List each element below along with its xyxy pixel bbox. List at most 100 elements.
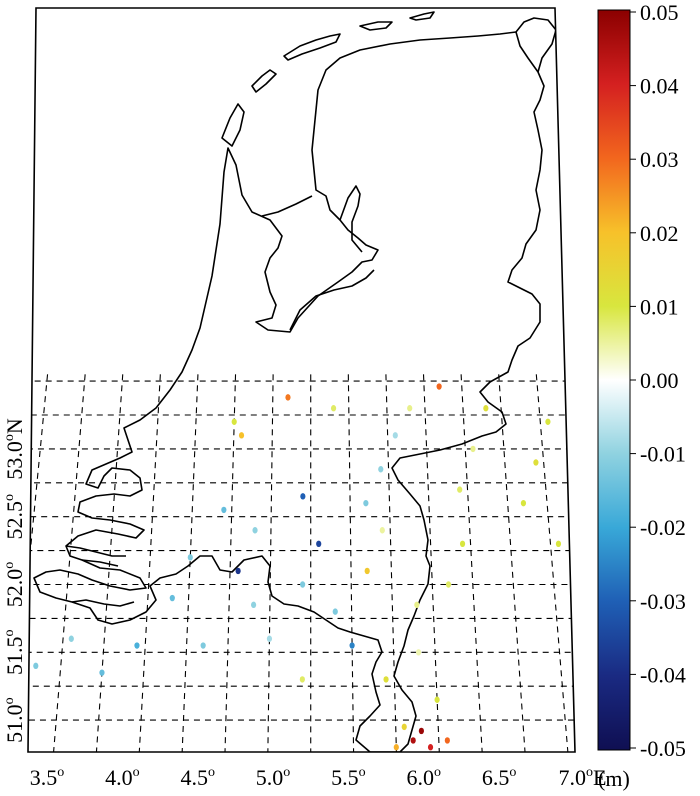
station-dot — [250, 601, 257, 609]
schiermonnikoog — [409, 11, 435, 21]
ameland — [359, 21, 393, 31]
afsluitdijk — [261, 195, 313, 217]
station-dot — [363, 499, 369, 507]
terschelling — [283, 33, 341, 61]
station-markers — [33, 383, 562, 751]
texel — [221, 103, 245, 147]
station-dot — [33, 662, 39, 670]
latitude-tick-label: 53.0oN — [2, 418, 27, 480]
station-dot — [68, 635, 74, 642]
station-dot — [235, 567, 241, 575]
svg-text:5.0o: 5.0o — [256, 765, 291, 790]
station-dot — [221, 506, 227, 514]
svg-text:51.5o: 51.5o — [2, 630, 27, 676]
station-dot — [364, 567, 370, 575]
longitude-tick-label: 4.0o — [105, 765, 140, 790]
meridian-line — [498, 374, 527, 752]
svg-text:7.0oE: 7.0oE — [558, 765, 606, 790]
meridian-line — [347, 374, 355, 752]
station-dot — [200, 642, 206, 649]
netherlands-outline — [33, 11, 557, 752]
longitude-tick-label: 3.5o — [30, 765, 65, 790]
station-dot — [414, 601, 420, 609]
colorbar-tick-label: -0.03 — [640, 589, 686, 614]
station-dot — [418, 727, 424, 735]
station-dot — [187, 554, 193, 561]
colorbar-tick-label: 0.00 — [640, 368, 679, 393]
meridian-line — [535, 374, 570, 752]
latitude-tick-label: 51.5o — [2, 630, 27, 676]
station-dot — [436, 383, 442, 390]
longitude-labels: 3.5o 4.0o 4.5o 5.0o 5.5o 6.0o 6.5o 7.0oE — [30, 765, 607, 790]
svg-text:4.5o: 4.5o — [180, 765, 215, 790]
station-dot — [545, 418, 551, 425]
station-dot — [299, 676, 305, 683]
station-dot — [393, 744, 399, 751]
meridian-line — [224, 374, 237, 752]
station-dot — [410, 737, 416, 744]
meridian-line — [138, 374, 161, 752]
station-dot — [349, 642, 355, 649]
colorbar-tick-label: -0.05 — [640, 736, 686, 761]
station-dot — [445, 581, 452, 588]
station-dot — [238, 432, 245, 439]
station-dot — [330, 405, 337, 412]
station-dot — [401, 723, 407, 731]
station-dot — [392, 432, 398, 439]
station-dot — [252, 527, 258, 534]
station-dot — [300, 493, 306, 500]
longitude-tick-label: 7.0oE — [558, 765, 606, 790]
station-dot — [285, 394, 291, 401]
colorbar-tick-label: -0.02 — [640, 515, 686, 540]
svg-text:4.0o: 4.0o — [105, 765, 140, 790]
meridian-line — [95, 374, 124, 752]
longitude-tick-label: 5.0o — [256, 765, 291, 790]
station-dot — [407, 405, 413, 412]
latitude-labels: 51.0o 51.5o 52.0o 52.5o 53.0oN — [2, 418, 27, 743]
svg-text:5.5o: 5.5o — [331, 765, 366, 790]
station-dot — [483, 405, 489, 412]
longitude-tick-label: 4.5o — [180, 765, 215, 790]
station-dot — [266, 635, 273, 642]
station-dot — [378, 466, 384, 473]
longitude-tick-label: 6.5o — [482, 765, 516, 790]
station-dot — [169, 594, 175, 602]
station-dot — [457, 486, 463, 493]
colorbar-unit-label: (m) — [598, 766, 630, 791]
svg-text:6.5o: 6.5o — [482, 765, 516, 790]
graticule — [28, 374, 575, 752]
colorbar-ticks: 0.05 0.04 0.03 0.02 0.01 0.00 -0.01 -0.02 -0.03 -… — [630, 0, 686, 761]
meridian-line — [385, 374, 398, 752]
station-dot — [134, 642, 140, 649]
mainland-coast — [33, 31, 545, 752]
station-dot — [434, 696, 440, 703]
meridian-line — [181, 374, 199, 752]
station-dot — [99, 669, 105, 676]
station-dot — [533, 459, 539, 466]
station-dot — [332, 608, 338, 615]
vlieland — [251, 69, 277, 93]
colorbar-tick-label: 0.02 — [640, 221, 679, 246]
svg-text:51.0o: 51.0o — [2, 697, 27, 743]
latitude-tick-label: 52.0o — [2, 562, 27, 608]
svg-text:52.5o: 52.5o — [2, 494, 27, 540]
colorbar: 0.05 0.04 0.03 0.02 0.01 0.00 -0.01 -0.02 -0.03 -… — [597, 0, 686, 761]
svg-text:3.5o: 3.5o — [30, 765, 65, 790]
colorbar-tick-label: -0.04 — [640, 662, 686, 687]
meridian-line — [460, 374, 484, 752]
colorbar-tick-label: 0.05 — [640, 0, 679, 25]
station-dot — [520, 499, 527, 507]
station-dot — [300, 581, 306, 588]
colorbar-tick-label: -0.01 — [640, 442, 686, 467]
station-dot — [427, 744, 434, 751]
station-dot — [379, 527, 385, 534]
meridian-line — [52, 374, 86, 752]
colorbar-tick-label: 0.03 — [640, 147, 679, 172]
svg-text:53.0oN: 53.0oN — [2, 418, 27, 480]
latitude-tick-label: 51.0o — [2, 697, 27, 743]
station-dot — [444, 737, 450, 744]
station-dot — [459, 540, 466, 548]
longitude-tick-label: 6.0o — [407, 765, 442, 790]
longitude-tick-label: 5.5o — [331, 765, 366, 790]
